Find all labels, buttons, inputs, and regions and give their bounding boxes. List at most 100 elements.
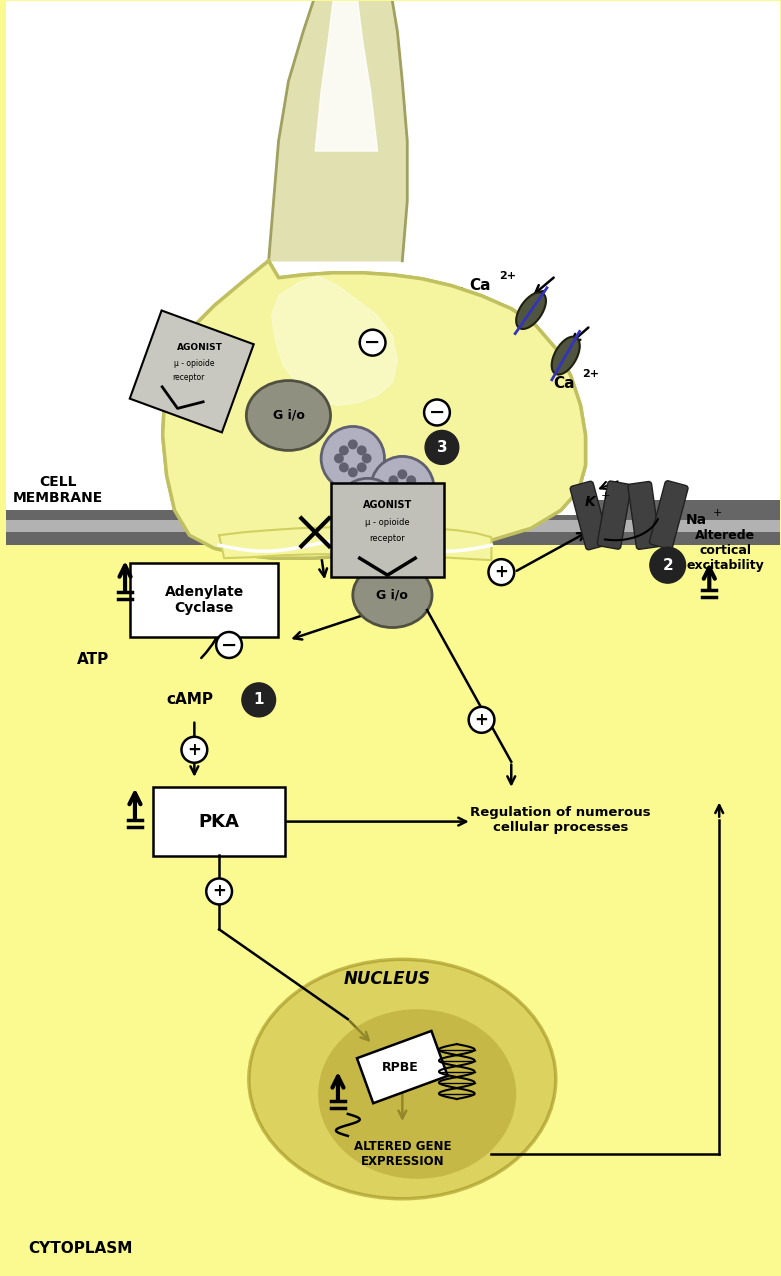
Circle shape <box>336 478 399 542</box>
Polygon shape <box>162 260 586 558</box>
Circle shape <box>425 430 458 464</box>
Circle shape <box>334 453 344 463</box>
Text: 1: 1 <box>254 693 264 707</box>
Ellipse shape <box>318 1009 516 1179</box>
Bar <box>6 510 205 535</box>
Circle shape <box>406 493 416 503</box>
Ellipse shape <box>249 960 556 1198</box>
Ellipse shape <box>516 292 546 329</box>
Circle shape <box>371 457 434 521</box>
Circle shape <box>206 878 232 905</box>
Circle shape <box>469 707 494 732</box>
Text: Adenylate
Cyclase: Adenylate Cyclase <box>165 584 244 615</box>
Text: ATP: ATP <box>77 652 109 667</box>
Bar <box>6 521 779 532</box>
Text: ALTERED GENE
EXPRESSION: ALTERED GENE EXPRESSION <box>354 1139 451 1168</box>
Text: Regulation of numerous
cellular processes: Regulation of numerous cellular processe… <box>470 805 651 833</box>
Circle shape <box>339 462 349 472</box>
Circle shape <box>354 498 364 508</box>
Polygon shape <box>272 276 398 406</box>
Text: 2+: 2+ <box>499 271 516 281</box>
Text: Alterede
cortical
excitability: Alterede cortical excitability <box>686 528 764 572</box>
Circle shape <box>388 476 398 485</box>
Text: Ca: Ca <box>469 278 491 293</box>
FancyBboxPatch shape <box>153 787 286 856</box>
Circle shape <box>360 329 386 356</box>
Polygon shape <box>316 1 377 151</box>
Circle shape <box>398 498 407 508</box>
Text: AGONIST: AGONIST <box>177 343 223 352</box>
Bar <box>590 500 779 526</box>
FancyBboxPatch shape <box>130 310 254 433</box>
Circle shape <box>348 439 358 449</box>
Circle shape <box>388 493 398 503</box>
Text: +: + <box>712 508 722 518</box>
Text: μ - opioide: μ - opioide <box>366 518 410 527</box>
Ellipse shape <box>551 337 580 375</box>
Text: 3: 3 <box>437 440 448 456</box>
FancyBboxPatch shape <box>570 481 609 550</box>
Circle shape <box>406 476 416 485</box>
Bar <box>6 521 779 1275</box>
Text: Ca: Ca <box>553 376 574 390</box>
FancyBboxPatch shape <box>650 481 688 549</box>
Text: −: − <box>429 403 445 422</box>
Circle shape <box>354 514 364 524</box>
Circle shape <box>372 514 382 524</box>
Text: cAMP: cAMP <box>166 693 213 707</box>
Text: +: + <box>212 883 226 901</box>
Circle shape <box>362 491 373 501</box>
Text: CELL
MEMBRANE: CELL MEMBRANE <box>12 475 103 505</box>
FancyBboxPatch shape <box>331 484 444 577</box>
Ellipse shape <box>246 380 330 450</box>
Circle shape <box>321 426 384 490</box>
Ellipse shape <box>353 563 432 628</box>
Circle shape <box>372 498 382 508</box>
Text: 2+: 2+ <box>583 369 600 379</box>
Polygon shape <box>162 260 586 558</box>
Bar <box>6 1 779 521</box>
Circle shape <box>242 683 276 717</box>
Text: G i/o: G i/o <box>376 588 408 601</box>
Circle shape <box>181 736 207 763</box>
Text: RPBE: RPBE <box>382 1062 419 1074</box>
FancyBboxPatch shape <box>628 481 660 549</box>
Circle shape <box>650 547 686 583</box>
Circle shape <box>376 505 387 516</box>
Text: Na: Na <box>686 513 707 527</box>
FancyBboxPatch shape <box>357 1031 448 1104</box>
Text: K: K <box>585 495 596 509</box>
Text: +: + <box>475 711 488 729</box>
Text: receptor: receptor <box>173 373 205 382</box>
Text: +: + <box>187 741 201 759</box>
Circle shape <box>412 484 421 494</box>
Circle shape <box>398 470 407 480</box>
Polygon shape <box>219 526 491 560</box>
Bar <box>6 516 779 545</box>
Circle shape <box>349 505 358 516</box>
FancyBboxPatch shape <box>130 563 278 637</box>
Polygon shape <box>272 276 398 406</box>
FancyBboxPatch shape <box>597 481 631 549</box>
Text: G i/o: G i/o <box>273 410 305 422</box>
Text: CYTOPLASM: CYTOPLASM <box>28 1242 133 1256</box>
Text: +: + <box>601 491 610 501</box>
Text: +: + <box>494 563 508 581</box>
Text: −: − <box>221 635 237 655</box>
Circle shape <box>216 632 242 658</box>
Text: AGONIST: AGONIST <box>363 500 412 510</box>
Circle shape <box>348 467 358 477</box>
Circle shape <box>357 445 366 456</box>
Polygon shape <box>269 1 407 260</box>
Text: NUCLEUS: NUCLEUS <box>344 970 431 988</box>
Text: −: − <box>365 333 381 352</box>
Text: μ - opioide: μ - opioide <box>173 359 214 367</box>
Circle shape <box>362 519 373 530</box>
Text: PKA: PKA <box>198 813 240 831</box>
Circle shape <box>362 453 372 463</box>
Circle shape <box>357 462 366 472</box>
Circle shape <box>488 559 514 586</box>
Text: receptor: receptor <box>369 533 405 542</box>
Circle shape <box>424 399 450 425</box>
Circle shape <box>339 445 349 456</box>
